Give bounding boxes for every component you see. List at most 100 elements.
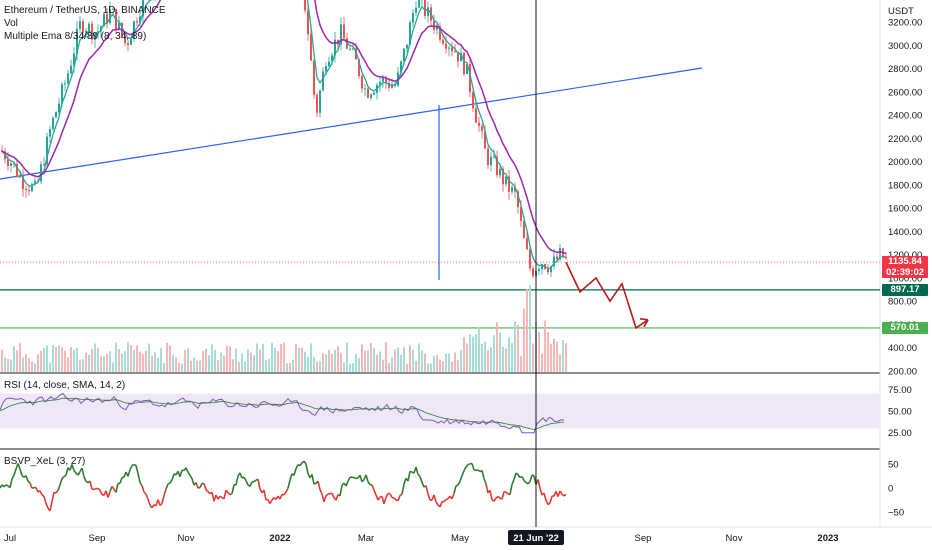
candle-body (22, 176, 24, 189)
bsvp-line (145, 493, 149, 500)
candle-body (538, 269, 540, 272)
volume-bar (514, 321, 516, 372)
bsvp-line (253, 479, 257, 483)
volume-bar (376, 354, 378, 372)
bsvp-line (287, 479, 291, 489)
bsvp-line (417, 473, 421, 477)
candle-body (385, 77, 387, 83)
candle-body (415, 7, 417, 13)
volume-bar (484, 341, 486, 372)
volume-bar (208, 355, 210, 372)
candle-body (502, 168, 504, 185)
volume-bar (19, 343, 21, 372)
candle-body (136, 21, 138, 23)
volume-bar (427, 363, 429, 372)
volume-bar (331, 353, 333, 372)
volume-bar (274, 347, 276, 372)
volume-bar (544, 320, 546, 372)
bsvp-line (205, 489, 209, 493)
bsvp-line (279, 493, 283, 500)
volume-bar (220, 352, 222, 372)
candle-body (526, 238, 528, 250)
symbol-legend[interactable]: Ethereum / TetherUS, 1D, BINANCE (4, 5, 166, 16)
bsvp-line (289, 473, 293, 481)
bsvp-line (517, 474, 521, 479)
bsvp-line (93, 487, 97, 491)
bsvp-line (241, 476, 245, 479)
candle-body (109, 8, 111, 24)
volume-bar (184, 350, 186, 372)
bsvp-line (305, 463, 309, 474)
bsvp-line (529, 474, 533, 482)
volume-bar (511, 343, 513, 372)
bsvp-line (225, 489, 229, 494)
volume-bar (478, 326, 480, 372)
bsvp-tick: −50 (888, 508, 904, 519)
candle-body (493, 156, 495, 158)
price-tick: 2800.00 (888, 64, 922, 75)
bsvp-line (127, 469, 131, 477)
candle-body (130, 38, 132, 45)
candle-body (442, 39, 444, 44)
bsvp-line (421, 482, 425, 488)
volume-bar (217, 360, 219, 372)
volume-legend[interactable]: Vol (4, 18, 18, 29)
bsvp-line (543, 492, 547, 501)
candle-body (103, 13, 105, 27)
last-price-value: 1135.84 (888, 256, 922, 267)
price-tick: 2200.00 (888, 134, 922, 145)
bsvp-line (161, 495, 165, 504)
time-axis-label: Nov (726, 533, 743, 544)
bsvp-line (21, 474, 25, 478)
volume-bar (187, 348, 189, 372)
candle-body (457, 51, 459, 62)
candle-body (400, 61, 402, 73)
bsvp-line (331, 492, 335, 498)
volume-bar (319, 361, 321, 372)
candle-body (94, 33, 96, 40)
rsi-line (0, 392, 565, 434)
bsvp-line (367, 481, 371, 486)
last-price-tag: 1135.84 02:39:02 (882, 256, 928, 278)
bsvp-line (303, 460, 307, 465)
bsvp-line (443, 499, 447, 503)
candle-body (472, 92, 474, 109)
volume-bar (232, 359, 234, 372)
volume-bar (385, 342, 387, 372)
bsvp-line (345, 480, 349, 487)
candle-body (322, 71, 324, 91)
volume-bar (106, 353, 108, 372)
volume-bar (226, 345, 228, 372)
candle-body (55, 112, 57, 118)
candle-body (553, 256, 555, 267)
bsvp-line (435, 501, 439, 506)
volume-bar (265, 360, 267, 372)
bsvp-line (427, 493, 431, 501)
volume-bar (529, 285, 531, 372)
time-axis-label: Jul (4, 533, 16, 544)
volume-bar (340, 352, 342, 372)
volume-bar (46, 345, 48, 372)
volume-bar (379, 351, 381, 372)
volume-bar (160, 348, 162, 372)
bsvp-line (513, 472, 517, 480)
candle-body (43, 164, 45, 166)
volume-bar (13, 346, 15, 372)
bsvp-legend[interactable]: BSVP_XeL (3, 27) (4, 456, 86, 467)
level-tag-570: 570.01 (882, 322, 928, 334)
price-tick: 1800.00 (888, 180, 922, 191)
bsvp-line (143, 491, 147, 495)
candle-body (532, 268, 534, 277)
volume-bar (196, 360, 198, 372)
candle-body (139, 16, 141, 23)
volume-bar (241, 353, 243, 372)
candle-body (436, 26, 438, 30)
bsvp-line (51, 492, 55, 503)
rsi-legend[interactable]: RSI (14, close, SMA, 14, 2) (4, 380, 126, 391)
volume-bar (73, 349, 75, 372)
volume-bar (34, 363, 36, 372)
price-tick: 400.00 (888, 343, 917, 354)
ema-legend[interactable]: Multiple Ema 8/34/89 (8, 34, 89) (4, 31, 147, 42)
volume-bar (502, 346, 504, 372)
